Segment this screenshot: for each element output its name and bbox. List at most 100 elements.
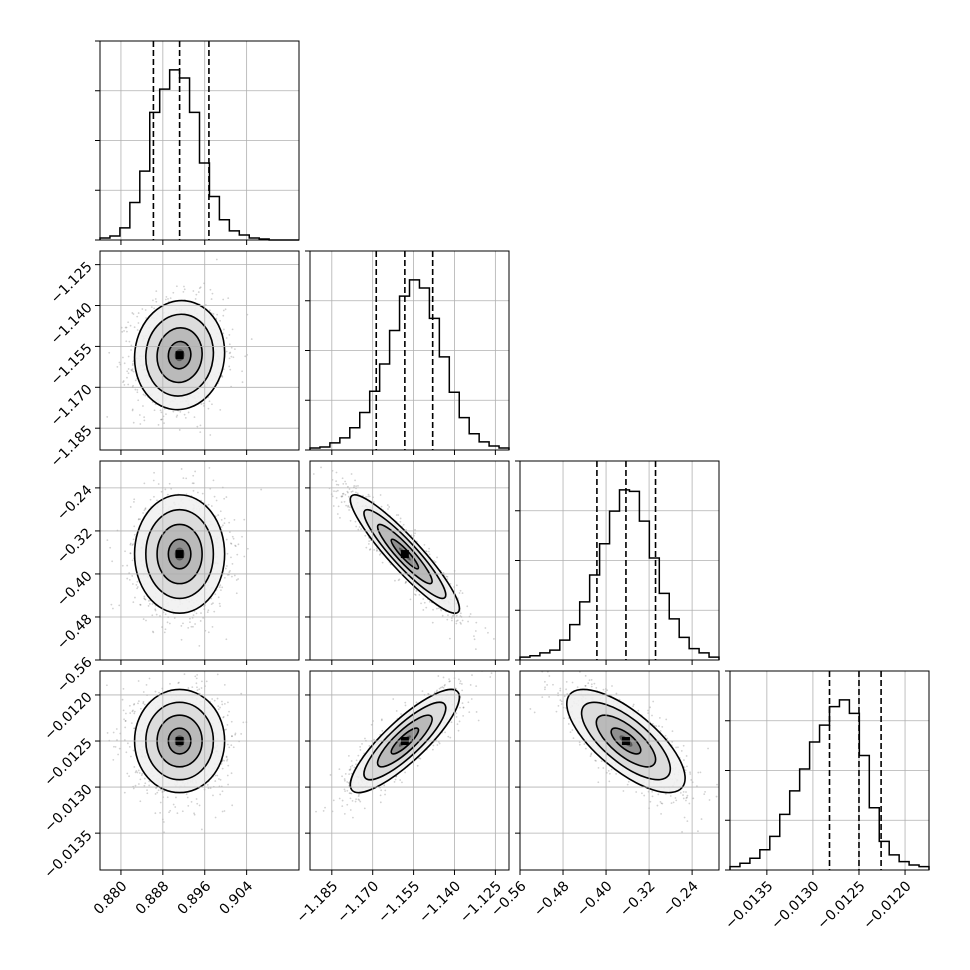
- sample-point: [201, 680, 203, 683]
- sample-point: [487, 631, 489, 634]
- sample-point: [368, 540, 371, 543]
- sample-point: [223, 576, 226, 579]
- sample-point: [341, 493, 344, 495]
- sample-point: [212, 479, 215, 482]
- sample-point: [210, 603, 213, 606]
- sample-point: [157, 483, 160, 485]
- sample-point: [128, 775, 130, 778]
- density-peak: [175, 351, 184, 360]
- sample-point: [175, 285, 178, 288]
- sample-point: [217, 596, 220, 599]
- sample-point: [230, 556, 232, 559]
- sample-point: [386, 504, 389, 506]
- sample-point: [139, 707, 142, 710]
- sample-point: [357, 528, 360, 531]
- sample-point: [123, 330, 125, 332]
- panel-content: [106, 258, 253, 436]
- sample-point: [129, 506, 132, 508]
- sample-point: [369, 548, 372, 550]
- sample-point: [137, 399, 140, 402]
- sample-point: [180, 468, 183, 470]
- sample-point: [414, 528, 416, 531]
- sample-point: [184, 416, 187, 419]
- sample-point: [455, 620, 458, 622]
- sample-point: [143, 703, 146, 706]
- sample-point: [127, 383, 130, 386]
- sample-point: [230, 542, 233, 545]
- sample-point: [221, 586, 224, 589]
- sample-point: [237, 543, 240, 546]
- sample-point: [348, 509, 350, 511]
- sample-point: [414, 532, 416, 535]
- sample-point: [233, 518, 236, 521]
- sample-point: [211, 625, 214, 628]
- sample-point: [445, 575, 448, 578]
- sample-point: [199, 424, 202, 427]
- sample-point: [446, 578, 449, 580]
- sample-point: [235, 579, 238, 581]
- sample-point: [208, 400, 211, 403]
- sample-point: [420, 602, 422, 605]
- sample-point: [346, 490, 349, 493]
- sample-point: [456, 619, 459, 622]
- sample-point: [322, 452, 324, 454]
- sample-point: [228, 352, 231, 355]
- sample-point: [341, 495, 343, 498]
- sample-point: [367, 493, 370, 496]
- sample-point: [194, 675, 197, 678]
- sample-point: [439, 608, 442, 611]
- sample-point: [365, 495, 368, 498]
- sample-point: [428, 600, 431, 603]
- sample-point: [126, 564, 129, 567]
- sample-point: [418, 593, 421, 596]
- sample-point: [223, 703, 226, 705]
- sample-point: [335, 483, 338, 486]
- sample-point: [151, 630, 154, 633]
- sample-point: [414, 594, 417, 596]
- sample-point: [218, 586, 221, 588]
- sample-point: [225, 538, 228, 541]
- sample-point: [187, 411, 190, 414]
- sample-point: [455, 614, 458, 617]
- sample-point: [121, 330, 124, 333]
- contour-line: [376, 523, 433, 585]
- sample-point: [437, 607, 440, 610]
- sample-point: [129, 543, 132, 546]
- sample-point: [146, 792, 149, 795]
- sample-point: [131, 583, 134, 585]
- sample-point: [349, 519, 352, 522]
- histogram-step: [729, 699, 930, 870]
- sample-point: [112, 731, 115, 734]
- sample-point: [217, 705, 220, 708]
- sample-point: [221, 376, 224, 378]
- sample-point: [459, 615, 462, 617]
- sample-point: [354, 520, 357, 523]
- sample-point: [176, 661, 178, 663]
- sample-point: [339, 516, 341, 519]
- sample-point: [337, 505, 340, 508]
- sample-point: [159, 409, 162, 412]
- sample-point: [223, 810, 226, 812]
- sample-point: [376, 549, 379, 551]
- sample-point: [111, 560, 114, 563]
- sample-point: [132, 421, 135, 424]
- sample-point: [133, 533, 136, 536]
- sample-point: [142, 691, 145, 693]
- sample-point: [176, 414, 179, 417]
- sample-point: [446, 575, 449, 578]
- contour-line: [156, 523, 203, 585]
- sample-point: [153, 409, 156, 412]
- sample-point: [132, 360, 135, 363]
- sample-point: [144, 394, 147, 397]
- sample-point: [345, 504, 348, 507]
- sample-point: [132, 384, 134, 387]
- sample-point: [455, 584, 458, 587]
- sample-point: [341, 477, 344, 480]
- sample-point: [379, 552, 382, 555]
- sample-point: [405, 528, 407, 531]
- sample-point: [388, 506, 391, 508]
- sample-point: [224, 567, 227, 570]
- sample-point: [226, 758, 229, 761]
- sample-point: [129, 712, 132, 714]
- sample-point: [160, 411, 163, 414]
